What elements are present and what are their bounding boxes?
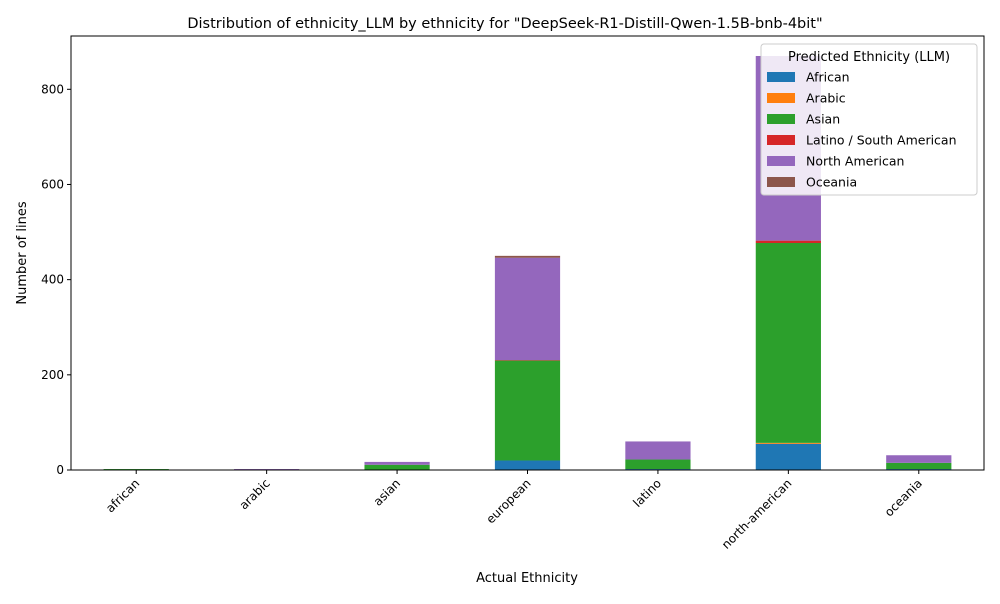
x-tick-label-arabic: arabic (237, 476, 273, 512)
bar-segment-north-american-3 (756, 241, 821, 243)
bar-segment-oceania-2 (886, 463, 951, 469)
bar-segment-north-american-0 (756, 444, 821, 470)
bar-segment-asian-4 (364, 462, 429, 465)
x-tick-label-latino: latino (630, 476, 664, 510)
y-axis: 0 200 400 600 800 (41, 82, 71, 477)
y-tick-label: 600 (41, 177, 64, 191)
legend-swatch-5 (767, 177, 795, 187)
bar-segment-asian-2 (364, 465, 429, 470)
x-axis-label: Actual Ethnicity (476, 571, 578, 586)
x-tick-label-north-american: north-american (719, 476, 795, 552)
legend-label-4: North American (806, 154, 904, 169)
x-axis: african arabic asian european latino north-am… (103, 470, 925, 552)
legend-swatch-4 (767, 156, 795, 166)
y-tick-label: 800 (41, 82, 64, 96)
legend-label-5: Oceania (806, 175, 857, 190)
y-tick-label: 200 (41, 368, 64, 382)
x-tick-label-european: european (483, 476, 533, 526)
legend-swatch-1 (767, 93, 795, 103)
bar-segment-north-american-1 (756, 443, 821, 444)
bar-segment-north-american-2 (756, 243, 821, 443)
bar-segment-european-5 (495, 256, 560, 258)
legend-swatch-3 (767, 135, 795, 145)
legend: Predicted Ethnicity (LLM) African Arabic A… (761, 44, 977, 195)
legend-title: Predicted Ethnicity (LLM) (788, 50, 950, 65)
legend-label-0: African (806, 70, 850, 85)
chart-title: Distribution of ethnicity_LLM by ethnici… (187, 16, 822, 32)
legend-label-2: Asian (806, 112, 840, 127)
y-tick-label: 0 (56, 463, 64, 477)
legend-label-1: Arabic (806, 91, 846, 106)
legend-swatch-0 (767, 72, 795, 82)
bar-segment-european-0 (495, 460, 560, 470)
y-axis-label: Number of lines (15, 201, 30, 304)
x-tick-label-african: african (103, 476, 142, 515)
y-tick-label: 400 (41, 273, 64, 287)
bar-segment-latino-2 (625, 460, 690, 470)
x-tick-label-asian: asian (371, 476, 403, 508)
legend-label-3: Latino / South American (806, 133, 957, 148)
legend-swatch-2 (767, 114, 795, 124)
bar-segment-oceania-4 (886, 455, 951, 463)
x-tick-label-oceania: oceania (882, 476, 925, 519)
bar-segment-european-4 (495, 258, 560, 360)
bar-segment-european-2 (495, 361, 560, 461)
bar-segment-latino-4 (625, 441, 690, 459)
